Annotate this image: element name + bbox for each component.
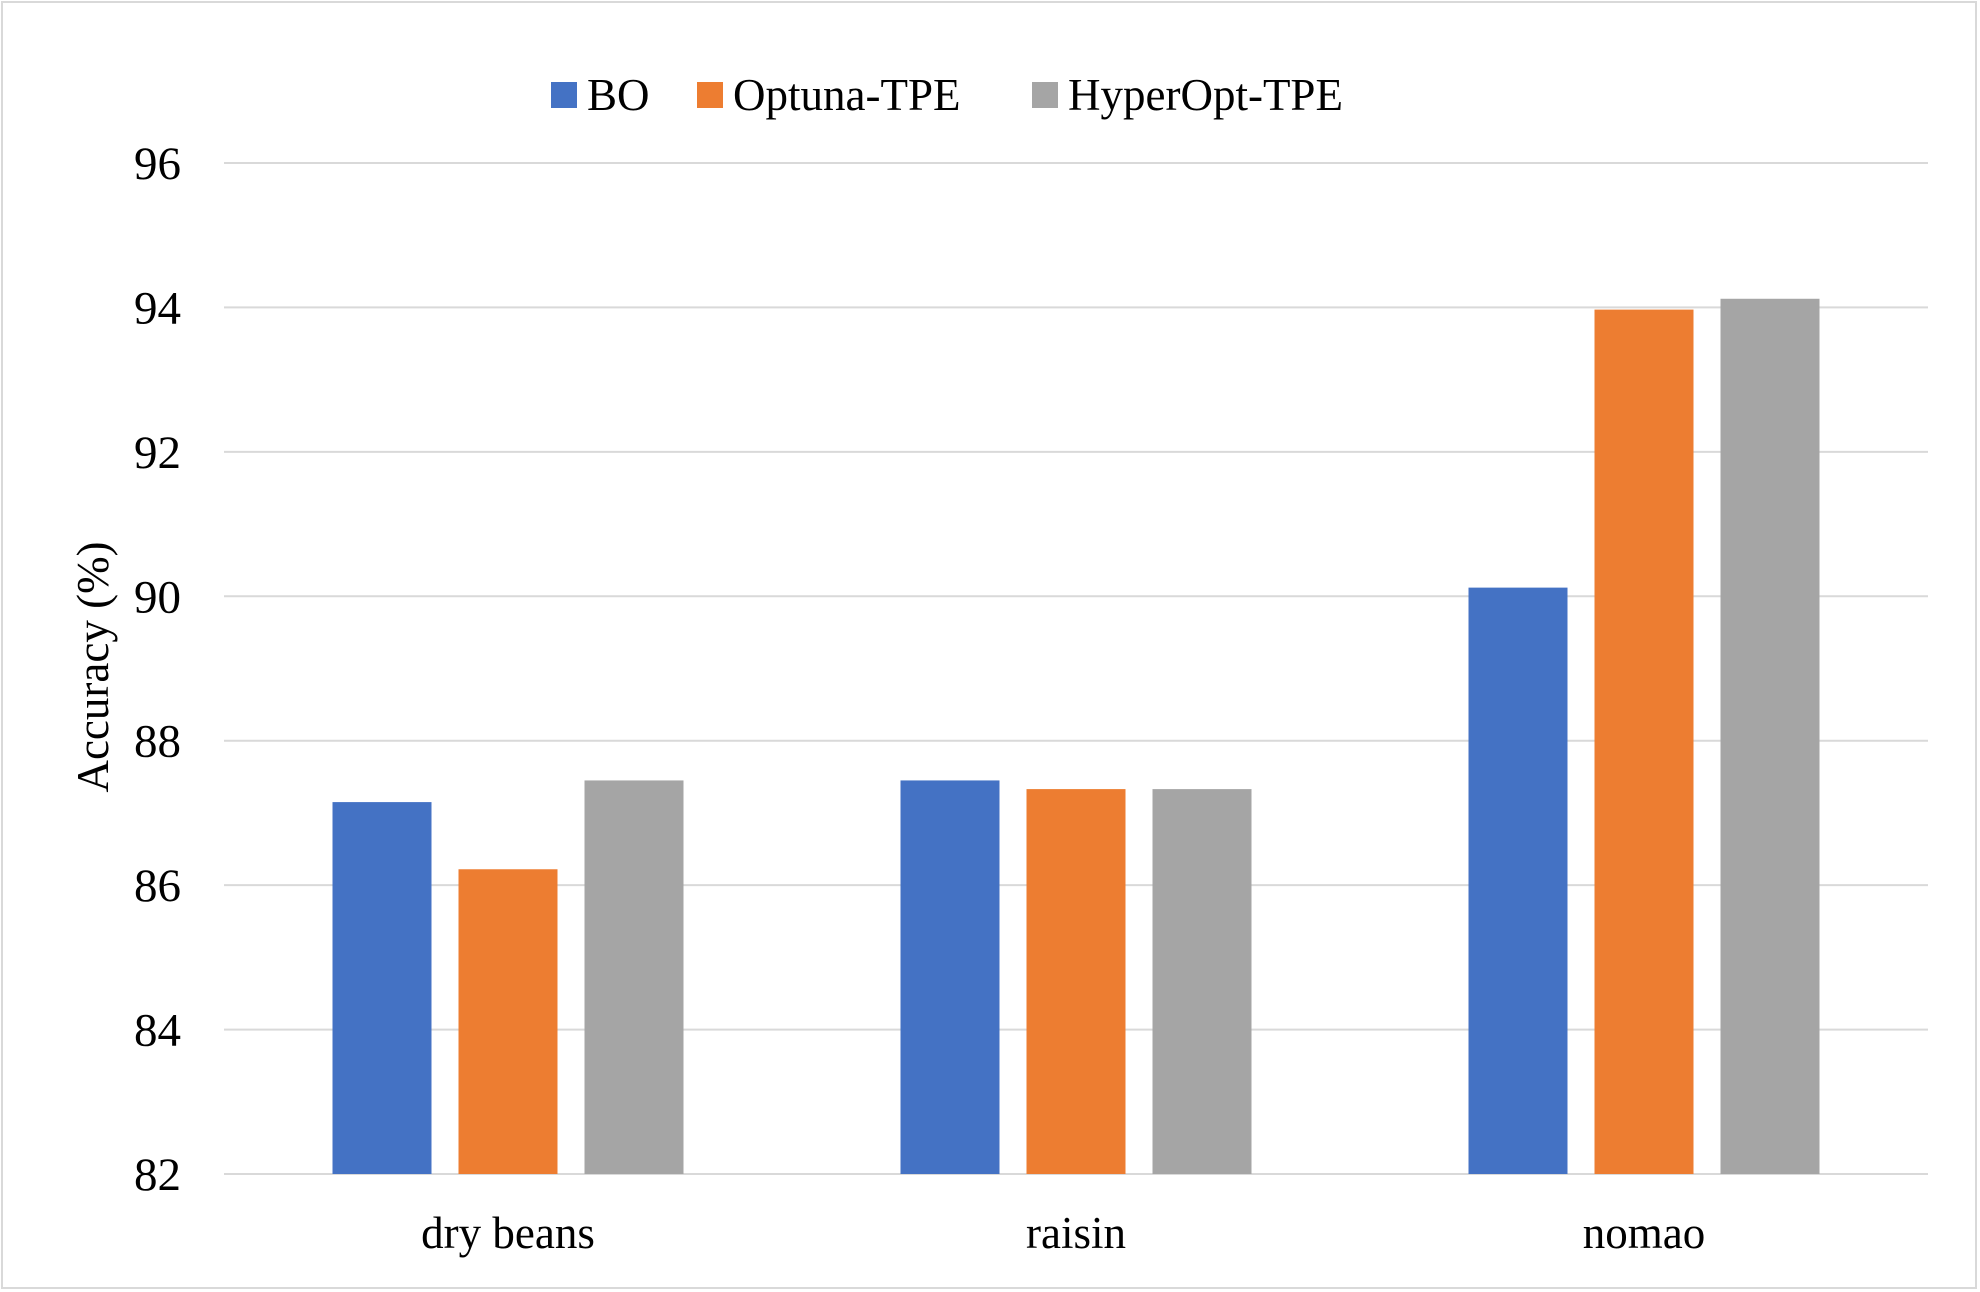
bar-hyperopt-tpe-nomao bbox=[1720, 298, 1820, 1175]
legend-swatch-hyperopt-tpe bbox=[1032, 82, 1058, 108]
bar-bo-nomao bbox=[1468, 587, 1568, 1174]
y-tick-label-84: 84 bbox=[134, 1005, 181, 1057]
y-axis-title: Accuracy (%) bbox=[68, 541, 118, 792]
y-tick-labels: 82 84 86 88 90 92 94 96 bbox=[134, 138, 181, 1201]
legend: BO Optuna-TPE HyperOpt-TPE bbox=[551, 70, 1343, 120]
category-label-dry-beans: dry beans bbox=[421, 1208, 595, 1258]
legend-label-hyperopt-tpe: HyperOpt-TPE bbox=[1068, 70, 1343, 120]
bar-optuna-tpe-nomao bbox=[1594, 309, 1694, 1175]
y-tick-label-94: 94 bbox=[134, 282, 181, 334]
y-tick-label-92: 92 bbox=[134, 427, 181, 479]
category-label-nomao: nomao bbox=[1583, 1208, 1705, 1258]
bar-bo-dry-beans bbox=[332, 802, 432, 1174]
y-tick-label-86: 86 bbox=[134, 860, 181, 912]
legend-label-optuna-tpe: Optuna-TPE bbox=[733, 70, 960, 120]
y-tick-label-96: 96 bbox=[134, 138, 181, 190]
y-tick-label-82: 82 bbox=[134, 1149, 181, 1201]
bar-optuna-tpe-dry-beans bbox=[458, 869, 558, 1174]
y-tick-label-90: 90 bbox=[134, 571, 181, 623]
bar-hyperopt-tpe-raisin bbox=[1152, 789, 1252, 1174]
legend-label-bo: BO bbox=[587, 70, 650, 120]
bar-optuna-tpe-raisin bbox=[1026, 789, 1126, 1174]
y-tick-label-88: 88 bbox=[134, 716, 181, 768]
legend-swatch-optuna-tpe bbox=[697, 82, 723, 108]
bar-hyperopt-tpe-dry-beans bbox=[584, 780, 684, 1174]
bar-bo-raisin bbox=[900, 780, 1000, 1174]
category-label-raisin: raisin bbox=[1026, 1208, 1126, 1258]
bars bbox=[332, 298, 1820, 1175]
category-labels: dry beans raisin nomao bbox=[421, 1208, 1705, 1258]
legend-swatch-bo bbox=[551, 82, 577, 108]
